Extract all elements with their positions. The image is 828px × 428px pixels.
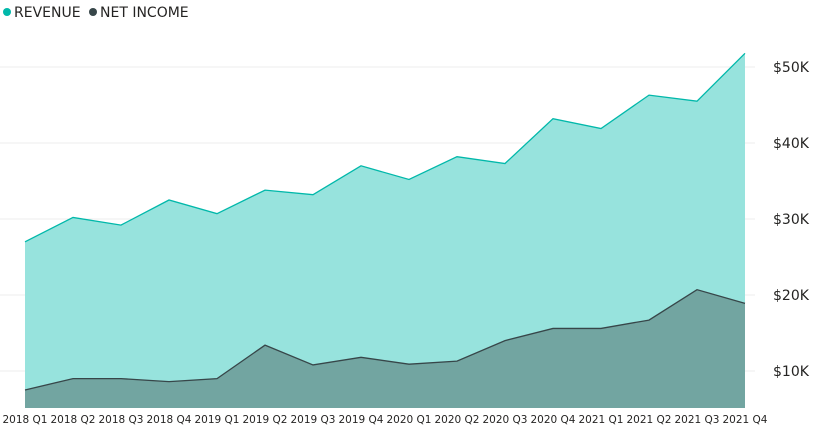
data-point-net-income bbox=[552, 327, 555, 330]
y-axis: $10K $20K $30K $40K $50K bbox=[773, 60, 810, 380]
x-axis: 2018 Q1 2018 Q2 2018 Q3 2018 Q4 2019 Q1 2019 … bbox=[2, 414, 767, 426]
data-point-net-income bbox=[264, 344, 267, 347]
legend-marker-net-income bbox=[89, 8, 97, 16]
data-point-revenue bbox=[600, 127, 603, 130]
y-tick-label: $50K bbox=[773, 60, 810, 76]
data-point-net-income bbox=[216, 377, 219, 380]
legend: REVENUE NET INCOME bbox=[3, 5, 189, 21]
data-point-revenue bbox=[216, 212, 219, 215]
x-tick-label: 2019 Q4 bbox=[338, 414, 383, 426]
data-point-revenue bbox=[168, 199, 171, 202]
data-point-net-income bbox=[360, 356, 363, 359]
x-tick-label: 2018 Q3 bbox=[98, 414, 143, 426]
data-point-net-income bbox=[744, 302, 747, 305]
data-point-revenue bbox=[696, 100, 699, 103]
data-point-revenue bbox=[456, 155, 459, 158]
x-tick-label: 2021 Q2 bbox=[626, 414, 671, 426]
data-point-revenue bbox=[312, 193, 315, 196]
legend-label-revenue: REVENUE bbox=[14, 5, 81, 21]
x-tick-label: 2019 Q1 bbox=[194, 414, 239, 426]
area-fill-net-income bbox=[25, 289, 745, 408]
y-tick-label: $40K bbox=[773, 136, 810, 152]
data-point-net-income bbox=[408, 363, 411, 366]
x-tick-label: 2019 Q2 bbox=[242, 414, 287, 426]
x-tick-label: 2021 Q1 bbox=[578, 414, 623, 426]
x-tick-label: 2018 Q1 bbox=[2, 414, 47, 426]
x-tick-label: 2020 Q3 bbox=[482, 414, 527, 426]
series-line-net-income bbox=[24, 288, 746, 391]
data-point-revenue bbox=[408, 178, 411, 181]
x-tick-label: 2021 Q4 bbox=[722, 414, 767, 426]
data-point-net-income bbox=[696, 288, 699, 291]
data-point-net-income bbox=[168, 380, 171, 383]
data-point-revenue bbox=[552, 117, 555, 120]
series-line-revenue bbox=[24, 52, 746, 243]
x-tick-label: 2020 Q2 bbox=[434, 414, 479, 426]
plot-area bbox=[24, 52, 747, 408]
x-tick-label: 2021 Q3 bbox=[674, 414, 719, 426]
y-tick-label: $20K bbox=[773, 288, 810, 304]
x-tick-label: 2018 Q2 bbox=[50, 414, 95, 426]
data-point-revenue bbox=[360, 164, 363, 167]
x-tick-label: 2018 Q4 bbox=[146, 414, 191, 426]
data-point-net-income bbox=[72, 377, 75, 380]
data-point-net-income bbox=[600, 327, 603, 330]
area-fill-revenue bbox=[25, 53, 745, 408]
data-point-net-income bbox=[504, 339, 507, 342]
y-tick-label: $30K bbox=[773, 212, 810, 228]
data-point-revenue bbox=[24, 240, 27, 243]
y-tick-label: $10K bbox=[773, 364, 810, 380]
data-point-revenue bbox=[504, 162, 507, 165]
data-point-revenue bbox=[648, 94, 651, 97]
data-point-revenue bbox=[120, 224, 123, 227]
data-point-revenue bbox=[72, 216, 75, 219]
data-point-net-income bbox=[120, 377, 123, 380]
legend-label-net-income: NET INCOME bbox=[100, 5, 189, 21]
x-tick-label: 2020 Q4 bbox=[530, 414, 575, 426]
data-point-net-income bbox=[648, 319, 651, 322]
legend-marker-revenue bbox=[3, 8, 11, 16]
data-point-revenue bbox=[264, 189, 267, 192]
x-tick-label: 2020 Q1 bbox=[386, 414, 431, 426]
x-tick-label: 2019 Q3 bbox=[290, 414, 335, 426]
data-point-net-income bbox=[24, 389, 27, 392]
data-point-net-income bbox=[456, 360, 459, 363]
legend-item-revenue[interactable]: REVENUE bbox=[3, 5, 81, 21]
data-point-revenue bbox=[744, 52, 747, 55]
legend-item-net-income[interactable]: NET INCOME bbox=[89, 5, 189, 21]
data-point-net-income bbox=[312, 363, 315, 366]
